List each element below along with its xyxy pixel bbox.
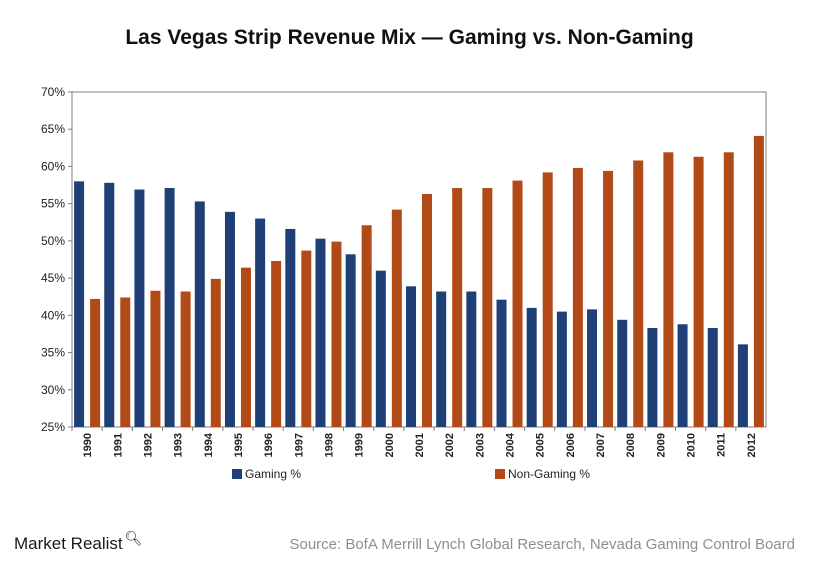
bar-non-gaming [482, 188, 493, 427]
bar-non-gaming [452, 188, 463, 427]
x-tick-label: 1998 [323, 433, 335, 457]
x-tick-label: 1993 [173, 433, 185, 457]
bar-non-gaming [150, 290, 161, 427]
x-tick-label: 1994 [203, 432, 215, 457]
bar-gaming [677, 324, 688, 427]
bar-gaming [466, 291, 477, 427]
brand-logo: Market Realist 🔍︎ [14, 530, 142, 554]
bar-gaming [375, 270, 386, 427]
bar-gaming [526, 307, 537, 427]
legend-swatch [495, 469, 505, 479]
bar-non-gaming [120, 297, 131, 427]
y-tick-label: 45% [41, 271, 65, 285]
bar-gaming [647, 327, 658, 427]
bar-non-gaming [633, 160, 644, 427]
x-tick-label: 2003 [474, 433, 486, 457]
bar-gaming [74, 181, 85, 427]
bar-gaming [255, 218, 266, 427]
x-tick-label: 1999 [354, 433, 366, 457]
x-tick-label: 1992 [142, 433, 154, 457]
y-tick-label: 40% [41, 308, 65, 322]
x-tick-label: 2001 [414, 433, 426, 457]
y-tick-label: 30% [41, 383, 65, 397]
bar-gaming [104, 182, 115, 427]
x-tick-label: 2002 [444, 433, 456, 457]
bar-non-gaming [361, 225, 372, 427]
y-tick-label: 65% [41, 122, 65, 136]
x-tick-label: 2010 [686, 433, 698, 457]
plot-frame [71, 91, 767, 428]
bar-non-gaming [753, 135, 764, 427]
x-tick-label: 1997 [293, 433, 305, 457]
bar-gaming [224, 211, 235, 427]
y-tick-label: 50% [41, 234, 65, 248]
x-tick-label: 2006 [565, 433, 577, 457]
x-tick-label: 2005 [535, 433, 547, 457]
bar-gaming [285, 228, 296, 427]
x-tick-label: 1991 [112, 433, 124, 457]
y-tick-label: 70% [41, 85, 65, 99]
source-note: Source: BofA Merrill Lynch Global Resear… [289, 536, 795, 553]
bar-gaming [194, 201, 205, 427]
brand-name: Market Realist [14, 534, 123, 553]
y-tick-label: 55% [41, 197, 65, 211]
bar-gaming [496, 299, 507, 427]
bar-non-gaming [210, 278, 221, 427]
x-tick-label: 1990 [82, 433, 94, 457]
bar-gaming [315, 238, 326, 427]
bar-non-gaming [572, 167, 583, 427]
x-tick-label: 1995 [233, 433, 245, 457]
bar-non-gaming [240, 267, 251, 427]
legend-swatch [232, 469, 242, 479]
bar-gaming [345, 254, 356, 427]
bar-gaming [737, 344, 748, 427]
x-tick-label: 1996 [263, 433, 275, 457]
bar-gaming [406, 286, 416, 427]
legend-label: Non-Gaming % [508, 467, 590, 481]
magnifier-icon: 🔍︎ [124, 529, 143, 546]
x-tick-label: 2007 [595, 433, 607, 457]
bar-non-gaming [723, 152, 734, 428]
bar-non-gaming [603, 170, 614, 427]
y-tick-label: 60% [41, 159, 65, 173]
bar-non-gaming [542, 172, 553, 427]
bar-non-gaming [331, 241, 342, 427]
bar-non-gaming [301, 250, 312, 427]
bar-non-gaming [391, 209, 402, 427]
x-tick-label: 2011 [716, 433, 728, 457]
bar-gaming [556, 311, 567, 427]
chart-title: Las Vegas Strip Revenue Mix — Gaming vs.… [125, 26, 694, 49]
legend-label: Gaming % [245, 467, 301, 481]
bar-non-gaming [663, 152, 674, 428]
x-tick-label: 2004 [505, 432, 517, 457]
bar-non-gaming [271, 260, 282, 427]
bar-non-gaming [693, 156, 704, 427]
bar-gaming [617, 319, 628, 427]
bar-non-gaming [512, 180, 523, 427]
bar-non-gaming [180, 291, 191, 427]
bar-gaming [164, 188, 175, 427]
y-tick-label: 35% [41, 346, 65, 360]
bar-non-gaming [422, 193, 432, 427]
x-tick-label: 2012 [746, 433, 758, 457]
bar-gaming [436, 291, 447, 427]
bar-gaming [134, 189, 145, 427]
x-tick-label: 2000 [384, 433, 396, 457]
bar-gaming [587, 309, 598, 427]
x-tick-label: 2008 [625, 433, 637, 457]
bar-gaming [707, 327, 718, 427]
x-tick-label: 2009 [655, 433, 667, 457]
y-tick-label: 25% [41, 420, 65, 434]
bar-non-gaming [90, 298, 101, 427]
